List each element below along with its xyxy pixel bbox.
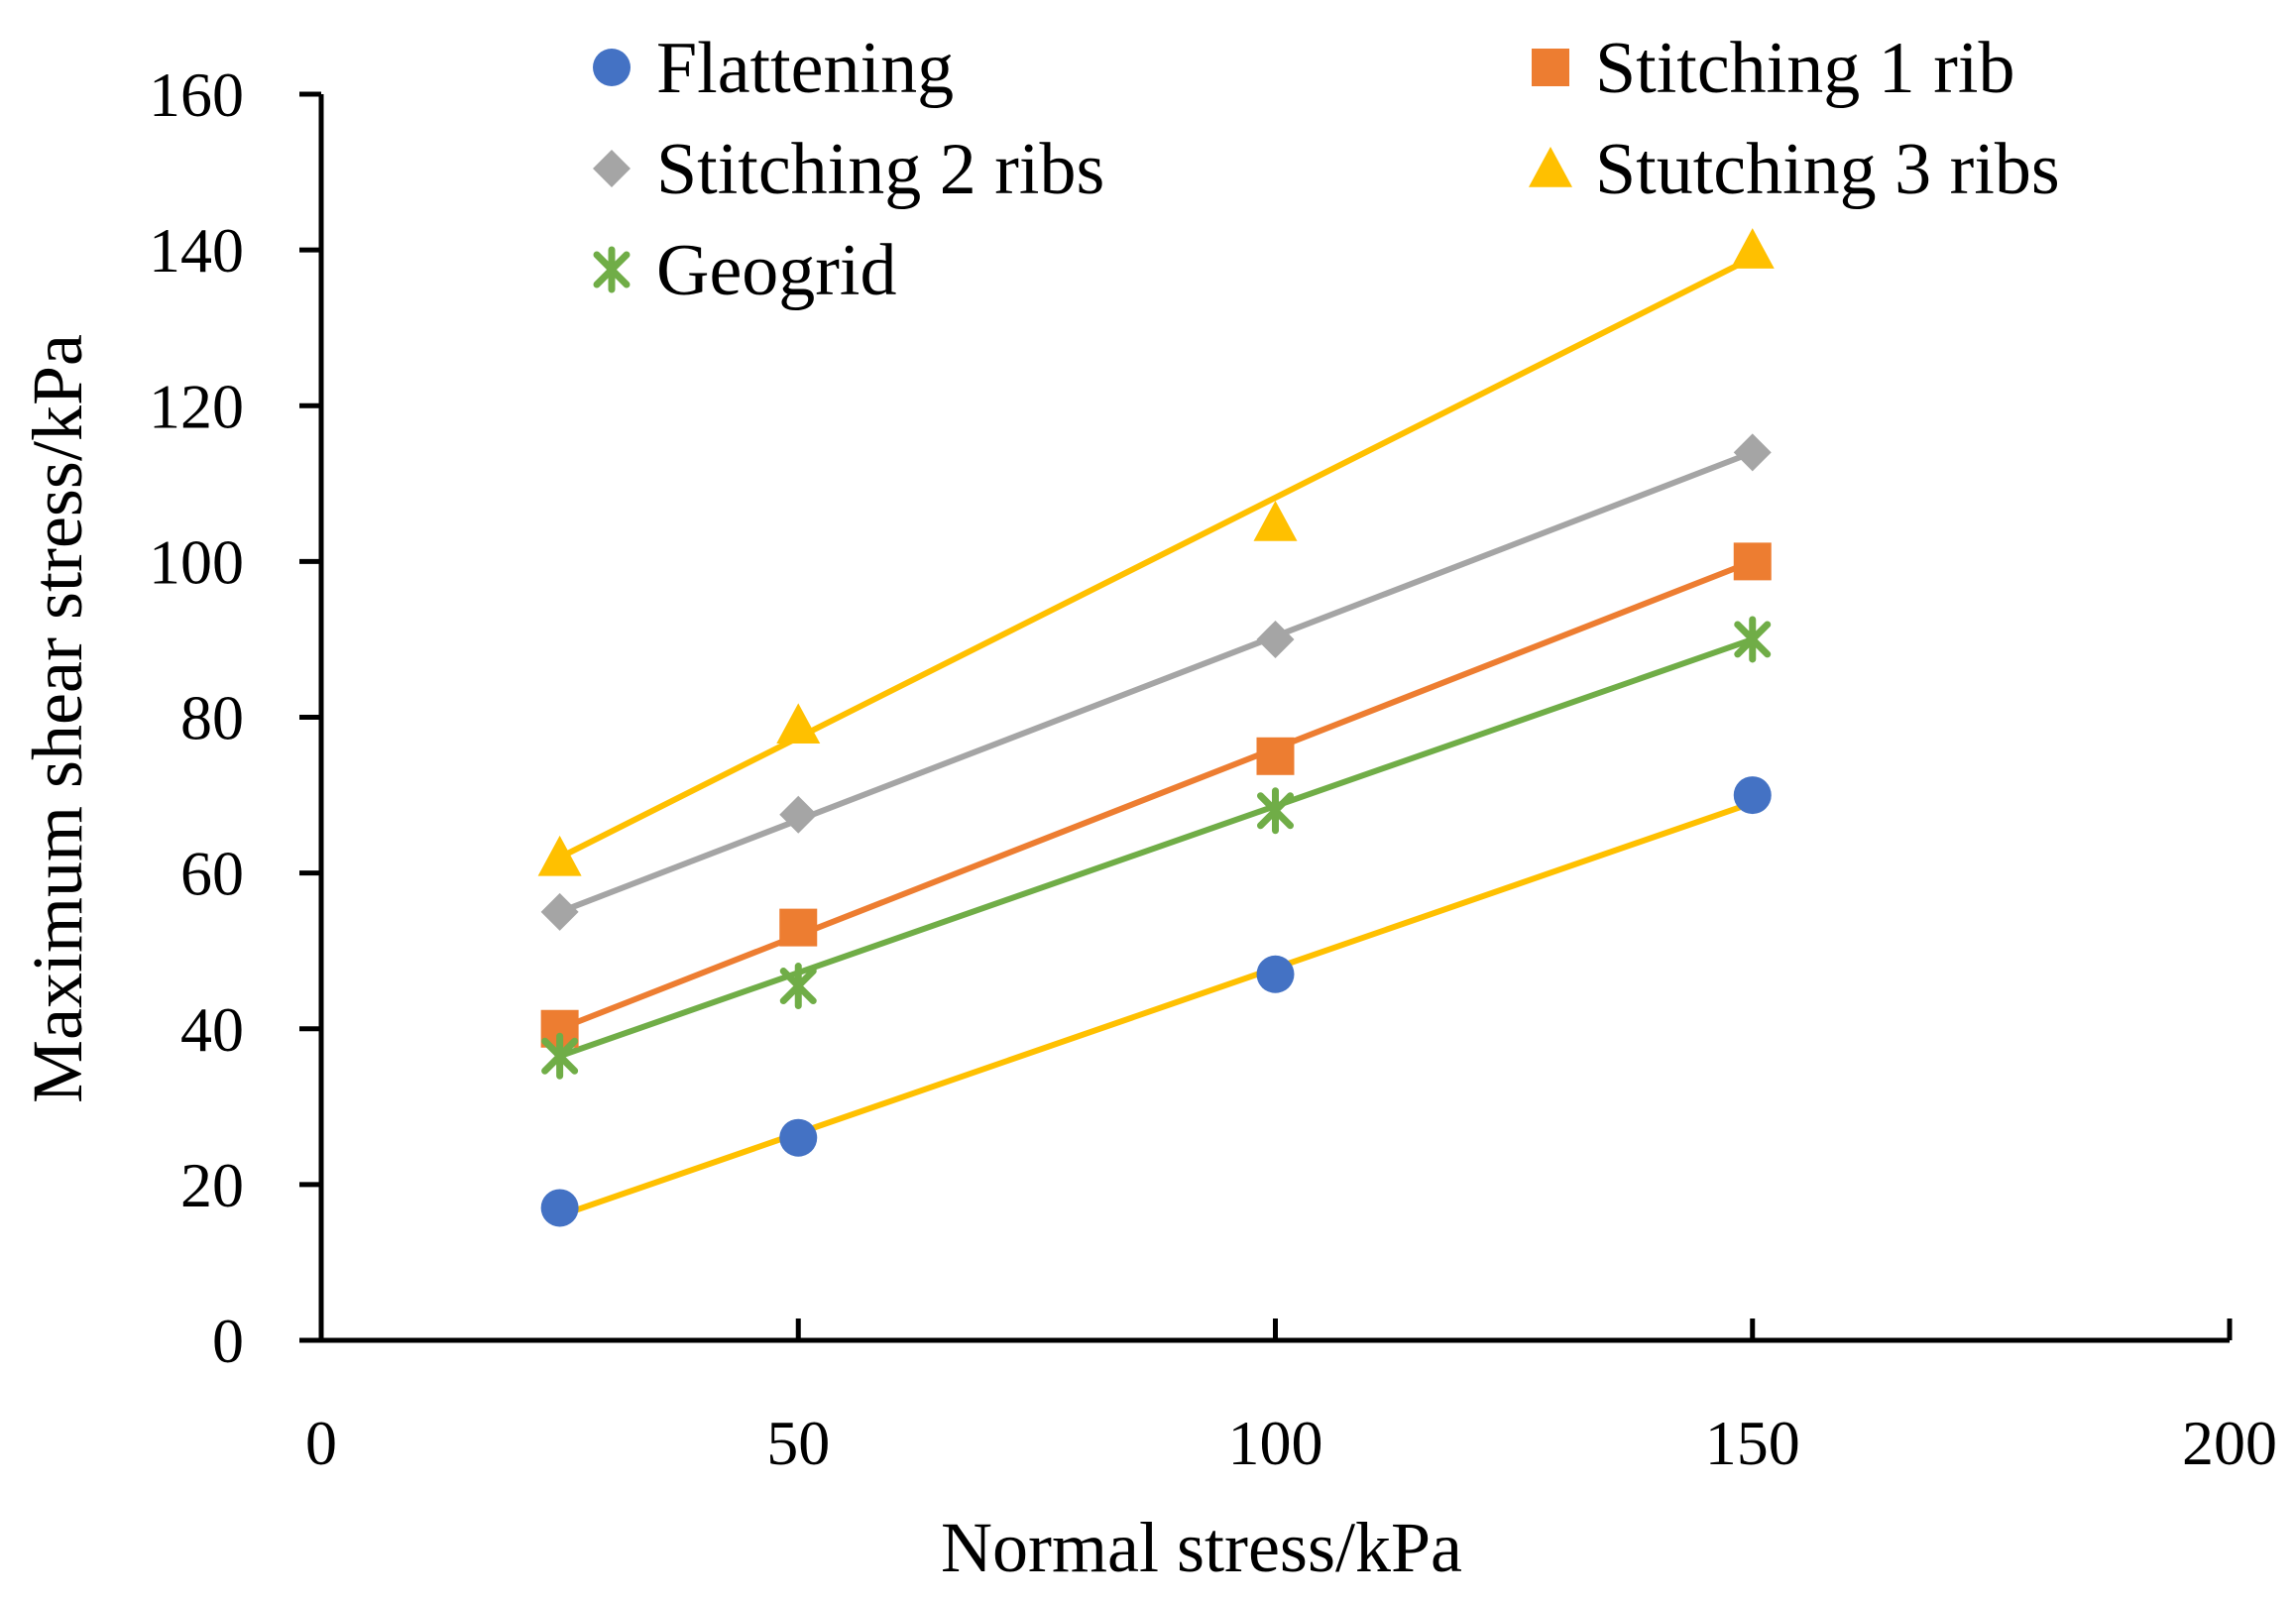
fit-line-stitching-2-ribs — [556, 449, 1756, 915]
data-point-stitching-2-ribs — [1733, 433, 1772, 472]
x-tick-label: 0 — [305, 1408, 337, 1478]
data-point-stutching-3-ribs — [1253, 501, 1298, 541]
ticks: 0 20 40 60 80 100 120 140 160 0 50 100 150 200 — [149, 59, 2277, 1478]
data-point-geogrid — [779, 963, 817, 1010]
fit-line-stitching-1-rib — [556, 558, 1756, 1032]
legend-item-stutching-3-ribs: Stutching 3 ribs — [1529, 129, 2060, 210]
data-point-stitching-1-rib — [1733, 542, 1772, 581]
legend-marker-geogrid — [593, 246, 631, 293]
markers — [537, 228, 1775, 1227]
axes — [318, 94, 2230, 1343]
legend-label-stutching-3-ribs: Stutching 3 ribs — [1595, 129, 2060, 210]
data-point-stutching-3-ribs — [537, 835, 582, 876]
data-point-stitching-1-rib — [779, 908, 818, 947]
x-tick-label: 150 — [1705, 1408, 1800, 1478]
y-tick-label: 80 — [180, 683, 244, 753]
x-tick-label: 200 — [2182, 1408, 2277, 1478]
legend-item-stitching-2-ribs: Stitching 2 ribs — [593, 129, 1104, 210]
y-tick-label: 0 — [212, 1306, 244, 1376]
data-point-flattening — [540, 1189, 579, 1227]
legend-item-geogrid: Geogrid — [593, 230, 897, 311]
data-point-stitching-1-rib — [1256, 737, 1295, 775]
data-point-stutching-3-ribs — [776, 703, 821, 745]
y-tick-label: 40 — [180, 994, 244, 1065]
data-point-flattening — [1733, 776, 1772, 815]
fit-lines — [556, 254, 1756, 1219]
legend-label-stitching-1-rib: Stitching 1 rib — [1595, 28, 2014, 109]
data-point-geogrid — [1734, 616, 1772, 663]
legend: Flattening Stitching 1 rib Stitching 2 rib… — [593, 28, 2060, 311]
legend-item-flattening: Flattening — [593, 28, 954, 109]
legend-marker-stitching-2-ribs — [593, 150, 631, 187]
y-tick-label: 100 — [149, 526, 244, 597]
legend-label-geogrid: Geogrid — [656, 230, 897, 311]
y-axis-title: Maximum shear stress/kPa — [18, 334, 97, 1103]
x-tick-label: 50 — [766, 1408, 830, 1478]
legend-item-stitching-1-rib: Stitching 1 rib — [1532, 28, 2014, 109]
legend-marker-stitching-1-rib — [1532, 49, 1569, 86]
y-tick-label: 140 — [149, 215, 244, 286]
fit-line-geogrid — [556, 635, 1756, 1060]
x-tick-label: 100 — [1228, 1408, 1323, 1478]
data-point-flattening — [779, 1118, 818, 1157]
data-point-stitching-2-ribs — [779, 795, 818, 834]
x-axis-title: Normal stress/kPa — [941, 1508, 1462, 1587]
y-tick-label: 60 — [180, 839, 244, 909]
data-point-stitching-2-ribs — [540, 892, 579, 931]
data-point-flattening — [1256, 955, 1295, 993]
y-tick-label: 160 — [149, 59, 244, 130]
fit-line-flattening — [556, 799, 1756, 1219]
legend-label-flattening: Flattening — [656, 28, 954, 109]
y-tick-label: 20 — [180, 1150, 244, 1220]
legend-label-stitching-2-ribs: Stitching 2 ribs — [656, 129, 1104, 210]
data-point-stutching-3-ribs — [1730, 228, 1775, 269]
data-point-stitching-2-ribs — [1256, 620, 1295, 658]
data-point-geogrid — [541, 1032, 579, 1080]
legend-marker-flattening — [593, 49, 631, 86]
y-tick-label: 120 — [149, 371, 244, 441]
fit-line-stutching-3-ribs — [556, 254, 1756, 860]
data-point-geogrid — [1257, 787, 1294, 835]
legend-marker-stutching-3-ribs — [1529, 147, 1572, 187]
